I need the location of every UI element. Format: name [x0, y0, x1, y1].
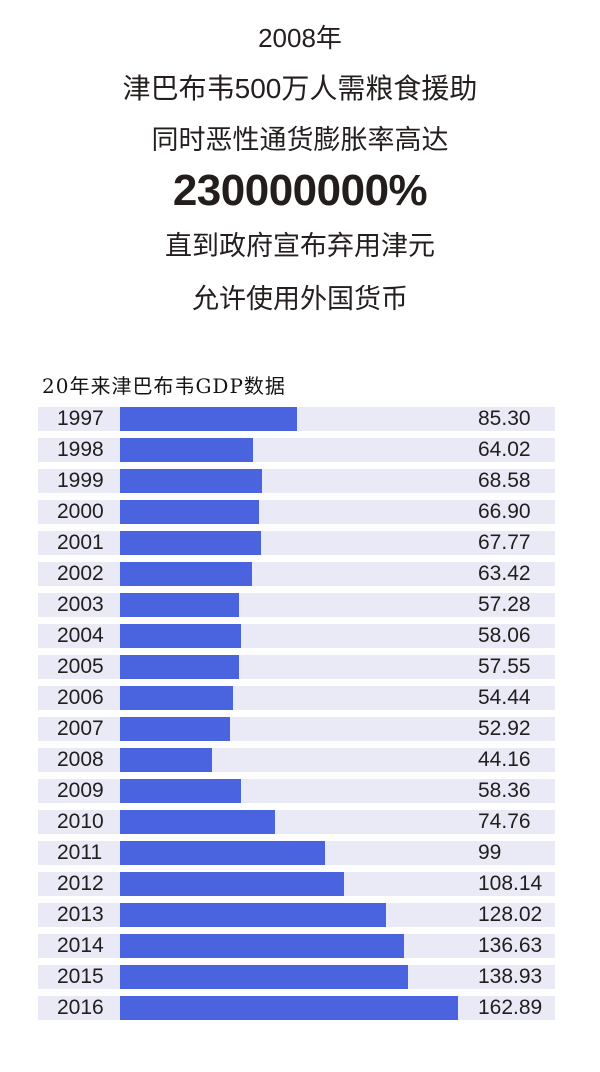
value-label: 66.90 — [478, 500, 531, 523]
gdp-bar — [120, 841, 326, 865]
value-label: 57.55 — [478, 655, 531, 678]
value-label: 54.44 — [478, 686, 531, 709]
gdp-bar — [120, 438, 253, 462]
year-label: 2010 — [57, 810, 104, 833]
year-label: 2000 — [57, 500, 104, 523]
year-label: 2005 — [57, 655, 104, 678]
gdp-row: 2015 138.93 — [38, 965, 555, 989]
gdp-bar — [120, 717, 230, 741]
gdp-bar — [120, 500, 259, 524]
gdp-bar — [120, 531, 261, 555]
gdp-row: 2006 54.44 — [38, 686, 555, 710]
gdp-bar — [120, 965, 409, 989]
year-label: 2004 — [57, 624, 104, 647]
value-label: 108.14 — [478, 872, 543, 895]
gdp-bar — [120, 686, 233, 710]
year-label: 2006 — [57, 686, 104, 709]
year-label: 1997 — [57, 407, 104, 430]
gdp-bar — [120, 562, 252, 586]
gdp-bar-chart: 1997 85.30 1998 64.02 1999 68.58 2000 66… — [38, 407, 555, 1020]
year-label: 2016 — [57, 996, 104, 1019]
year-label: 1999 — [57, 469, 104, 492]
value-label: 136.63 — [478, 934, 543, 957]
year-label: 2009 — [57, 779, 104, 802]
year-label: 2001 — [57, 531, 104, 554]
gdp-row: 2004 58.06 — [38, 624, 555, 648]
chart-title: 20年来津巴布韦GDP数据 — [42, 374, 286, 398]
gdp-row: 2010 74.76 — [38, 810, 555, 834]
gdp-bar — [120, 593, 239, 617]
gdp-bar — [120, 996, 458, 1020]
gdp-bar — [120, 903, 386, 927]
value-label: 74.76 — [478, 810, 531, 833]
value-label: 64.02 — [478, 438, 531, 461]
year-label: 2015 — [57, 965, 104, 988]
gdp-bar — [120, 469, 263, 493]
gdp-bar — [120, 779, 242, 803]
value-label: 52.92 — [478, 717, 531, 740]
headline-block: 2008年 津巴布韦500万人需粮食援助 同时恶性通货膨胀率高达 2300000… — [0, 25, 600, 313]
value-label: 68.58 — [478, 469, 531, 492]
headline-inflation-rate: 230000000% — [172, 166, 428, 215]
gdp-row: 2011 99 — [38, 841, 555, 865]
value-label: 85.30 — [478, 407, 531, 430]
value-label: 162.89 — [478, 996, 543, 1019]
gdp-row: 2003 57.28 — [38, 593, 555, 617]
gdp-bar — [120, 934, 404, 958]
year-label: 2008 — [57, 748, 104, 771]
gdp-row: 2007 52.92 — [38, 717, 555, 741]
headline-food-aid: 津巴布韦500万人需粮食援助 — [122, 73, 478, 104]
gdp-row: 2009 58.36 — [38, 779, 555, 803]
gdp-bar — [120, 655, 240, 679]
value-label: 63.42 — [478, 562, 531, 585]
value-label: 128.02 — [478, 903, 543, 926]
headline-year: 2008年 — [258, 23, 342, 53]
gdp-row: 1999 68.58 — [38, 469, 555, 493]
year-label: 2007 — [57, 717, 104, 740]
year-label: 2002 — [57, 562, 104, 585]
gdp-row: 2008 44.16 — [38, 748, 555, 772]
gdp-row: 2012 108.14 — [38, 872, 555, 896]
gdp-row: 2014 136.63 — [38, 934, 555, 958]
headline-abandon-currency: 直到政府宣布弃用津元 — [165, 231, 435, 261]
gdp-bar — [120, 624, 241, 648]
gdp-bar — [120, 748, 212, 772]
year-label: 2014 — [57, 934, 104, 957]
value-label: 57.28 — [478, 593, 531, 616]
value-label: 138.93 — [478, 965, 543, 988]
value-label: 44.16 — [478, 748, 531, 771]
year-label: 2011 — [57, 841, 103, 864]
gdp-row: 2016 162.89 — [38, 996, 555, 1020]
year-label: 2013 — [57, 903, 104, 926]
gdp-bar — [120, 872, 345, 896]
gdp-row: 1997 85.30 — [38, 407, 555, 431]
gdp-row: 2000 66.90 — [38, 500, 555, 524]
year-label: 1998 — [57, 438, 104, 461]
gdp-row: 2001 67.77 — [38, 531, 555, 555]
headline-foreign-currency: 允许使用外国货币 — [192, 284, 408, 314]
year-label: 2003 — [57, 593, 104, 616]
gdp-bar — [120, 407, 297, 431]
gdp-bar — [120, 810, 276, 834]
headline-inflation-intro: 同时恶性通货膨胀率高达 — [151, 125, 449, 155]
gdp-row: 2013 128.02 — [38, 903, 555, 927]
gdp-row: 2005 57.55 — [38, 655, 555, 679]
value-label: 58.06 — [478, 624, 531, 647]
year-label: 2012 — [57, 872, 104, 895]
value-label: 67.77 — [478, 531, 531, 554]
value-label: 58.36 — [478, 779, 531, 802]
gdp-row: 2002 63.42 — [38, 562, 555, 586]
gdp-row: 1998 64.02 — [38, 438, 555, 462]
value-label: 99 — [478, 841, 502, 864]
